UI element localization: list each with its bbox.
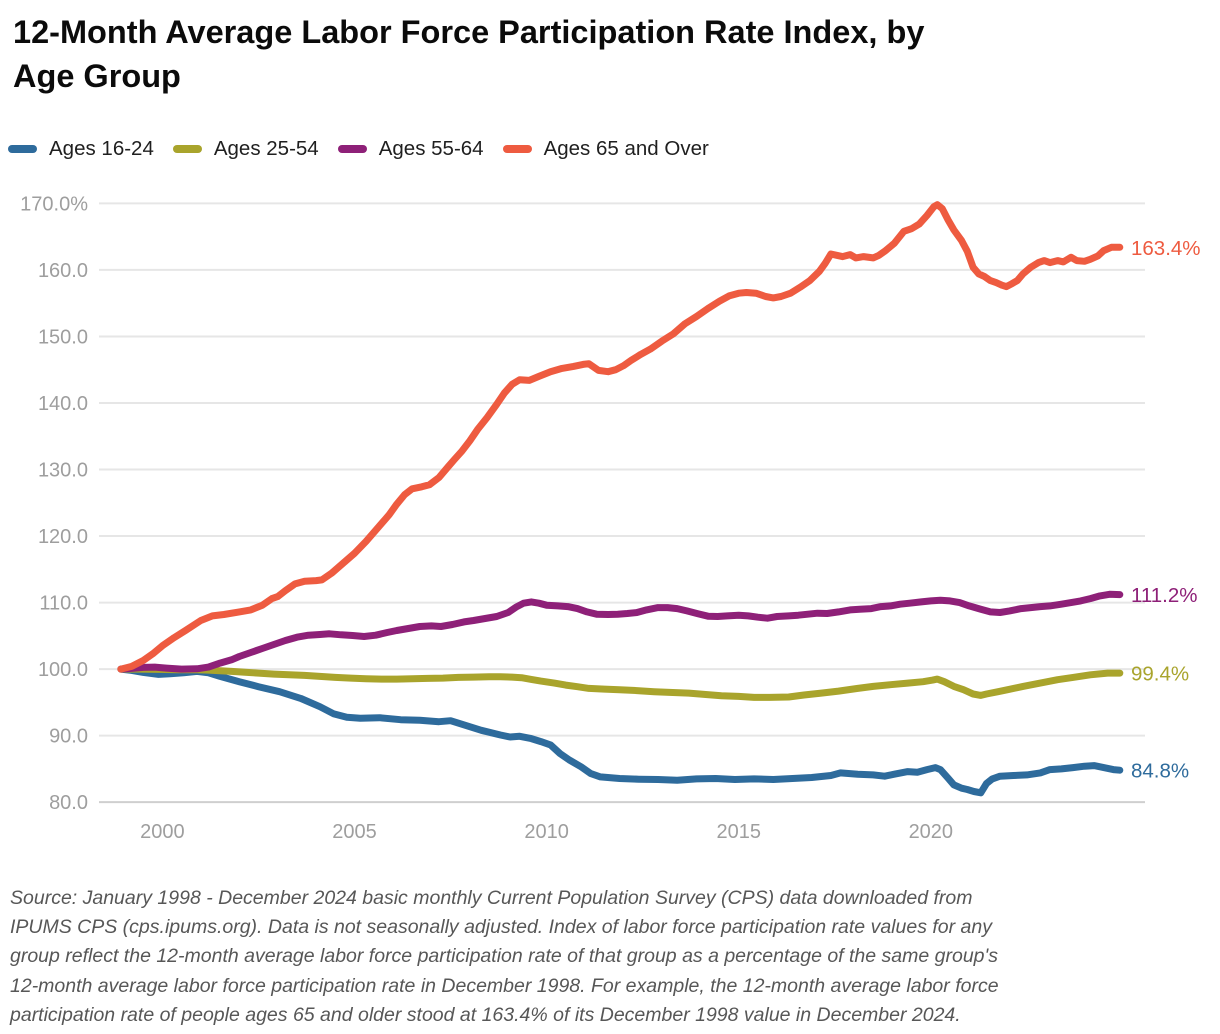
series-end-value-label: 84.8% (1131, 760, 1189, 783)
legend-item-ages-25-54: Ages 25-54 (172, 137, 319, 161)
x-axis-tick-label: 2000 (140, 821, 185, 843)
series-end-value-label: 111.2% (1131, 584, 1198, 607)
legend-item-ages-16-24: Ages 16-24 (8, 137, 154, 161)
source-note-line: Source: January 1998 - December 2024 bas… (10, 887, 973, 909)
source-note: Source: January 1998 - December 2024 bas… (10, 884, 1215, 1030)
x-axis-tick-label: 2010 (524, 821, 569, 843)
legend-swatch-icon (502, 145, 532, 153)
legend-swatch-icon (8, 145, 37, 153)
y-axis-tick-label: 120.0 (38, 526, 88, 548)
series-end-value-label: 163.4% (1131, 237, 1201, 260)
y-axis-tick-label: 90.0 (49, 726, 88, 748)
legend-item-ages-55-64: Ages 55-64 (337, 137, 484, 161)
x-axis-tick-label: 2005 (332, 821, 377, 843)
y-axis-tick-label: 160.0 (38, 260, 88, 282)
y-axis-tick-label: 170.0% (20, 193, 88, 215)
legend-label: Ages 25-54 (213, 137, 319, 160)
legend: Ages 16-24 Ages 25-54 Ages 55-64 Ages 65 an… (8, 137, 709, 161)
source-note-line: participation rate of people ages 65 and… (10, 1003, 961, 1026)
series-line-ages-25-54 (117, 665, 1124, 701)
series-line-ages-55-64 (117, 590, 1124, 673)
legend-swatch-icon (172, 145, 202, 153)
y-axis-tick-label: 100.0 (38, 659, 88, 681)
y-axis-tick-label: 140.0 (38, 393, 88, 415)
x-axis-tick-label: 2020 (909, 821, 954, 843)
y-axis-tick-label: 80.0 (49, 792, 88, 814)
legend-label: Ages 55-64 (378, 137, 484, 160)
y-axis-tick-label: 130.0 (38, 460, 88, 482)
series-end-value-label: 99.4% (1131, 663, 1189, 686)
x-axis-tick-label: 2015 (716, 821, 761, 843)
page-title: 12-Month Average Labor Force Participati… (13, 10, 1203, 98)
legend-label: Ages 65 and Over (543, 137, 709, 160)
line-chart: 170.0% 160.0 150.0 140.0 130.0 120.0 110.0 100.… (20, 193, 1201, 843)
series-line-ages-16-24 (117, 665, 1124, 797)
source-note-line: 12-month average labor force participati… (10, 974, 999, 997)
page-title-line-1: 12-Month Average Labor Force Participati… (13, 14, 925, 50)
source-note-line: IPUMS CPS (cps.ipums.org). Data is not s… (10, 916, 992, 939)
legend-swatch-icon (337, 145, 367, 153)
y-axis-tick-label: 150.0 (38, 326, 88, 348)
page-title-line-2: Age Group (13, 58, 181, 94)
series-line-ages-65-and-over (117, 201, 1124, 673)
legend-label: Ages 16-24 (49, 137, 154, 160)
y-axis-tick-label: 110.0 (39, 593, 88, 615)
source-note-line: group reflect the 12-month average labor… (10, 945, 998, 968)
legend-item-ages-65-and-over: Ages 65 and Over (502, 137, 709, 161)
